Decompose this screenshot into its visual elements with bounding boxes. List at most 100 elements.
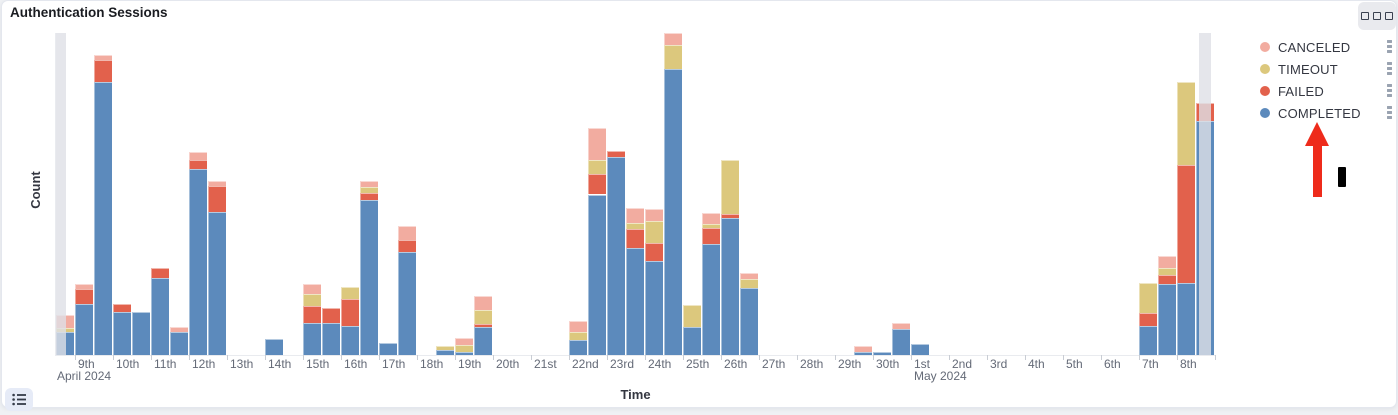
bar-segment-timeout[interactable]	[702, 223, 720, 228]
bar-segment-canceled[interactable]	[75, 283, 93, 289]
bar-segment-timeout[interactable]	[664, 45, 682, 70]
bar-segment-completed[interactable]	[75, 303, 93, 355]
bar-segment-timeout[interactable]	[740, 278, 758, 288]
bar-segment-failed[interactable]	[702, 227, 720, 244]
bar-segment-canceled[interactable]	[645, 208, 663, 221]
bar-segment-timeout[interactable]	[436, 345, 454, 350]
bar-segment-timeout[interactable]	[588, 160, 606, 175]
bar-segment-completed[interactable]	[151, 277, 169, 355]
bar-segment-canceled[interactable]	[208, 181, 226, 187]
bar-segment-failed[interactable]	[1158, 274, 1176, 284]
bar-segment-timeout[interactable]	[626, 222, 644, 229]
legend-toggle-button[interactable]	[5, 388, 33, 411]
bar-segment-timeout[interactable]	[683, 304, 701, 327]
bar-segment-completed[interactable]	[474, 326, 492, 355]
bar-segment-completed[interactable]	[208, 211, 226, 355]
bar-segment-completed[interactable]	[303, 322, 321, 355]
bar-segment-completed[interactable]	[911, 343, 929, 355]
bar-segment-canceled[interactable]	[664, 33, 682, 46]
bar-segment-completed[interactable]	[398, 251, 416, 355]
bar-segment-completed[interactable]	[664, 69, 682, 355]
bar-segment-completed[interactable]	[873, 351, 891, 355]
bar-segment-completed[interactable]	[322, 322, 340, 355]
bar-segment-canceled[interactable]	[740, 272, 758, 279]
bar-segment-completed[interactable]	[683, 326, 701, 355]
bar-segment-completed[interactable]	[189, 169, 207, 355]
bar-segment-completed[interactable]	[265, 338, 283, 355]
bar-segment-canceled[interactable]	[854, 345, 872, 352]
bar-segment-canceled[interactable]	[892, 322, 910, 329]
bar-segment-failed[interactable]	[341, 298, 359, 326]
bar-segment-canceled[interactable]	[170, 326, 188, 332]
bar-segment-failed[interactable]	[75, 288, 93, 304]
bar-segment-failed[interactable]	[474, 323, 492, 327]
bar-segment-canceled[interactable]	[588, 128, 606, 161]
bar-segment-failed[interactable]	[322, 307, 340, 323]
bar-segment-canceled[interactable]	[569, 320, 587, 332]
legend-actions-icon[interactable]	[1387, 84, 1392, 97]
bar-segment-failed[interactable]	[721, 213, 739, 218]
bar-segment-failed[interactable]	[607, 151, 625, 158]
bar-segment-failed[interactable]	[303, 305, 321, 323]
bar-segment-canceled[interactable]	[626, 207, 644, 223]
bar-segment-completed[interactable]	[132, 311, 150, 355]
bar-segment-completed[interactable]	[1158, 283, 1176, 355]
bar-segment-completed[interactable]	[455, 351, 473, 355]
bar-segment-timeout[interactable]	[645, 220, 663, 243]
legend-item-timeout[interactable]: TIMEOUT	[1252, 58, 1396, 80]
bar-segment-canceled[interactable]	[455, 337, 473, 345]
panel-options-button[interactable]	[1358, 2, 1396, 30]
bar-segment-timeout[interactable]	[721, 160, 739, 214]
bar-segment-canceled[interactable]	[474, 295, 492, 310]
bar-segment-failed[interactable]	[588, 174, 606, 195]
bar-segment-timeout[interactable]	[1158, 267, 1176, 275]
bar-segment-completed[interactable]	[360, 199, 378, 355]
bar-segment-failed[interactable]	[151, 267, 169, 278]
bar-segment-completed[interactable]	[607, 157, 625, 355]
bar-segment-completed[interactable]	[170, 331, 188, 355]
bar-segment-canceled[interactable]	[94, 55, 112, 61]
bar-segment-completed[interactable]	[702, 243, 720, 355]
bar-segment-completed[interactable]	[341, 325, 359, 355]
bar-segment-completed[interactable]	[379, 342, 397, 355]
bar-segment-completed[interactable]	[854, 351, 872, 355]
bar-segment-timeout[interactable]	[1177, 82, 1195, 166]
bar-segment-timeout[interactable]	[474, 309, 492, 324]
bar-segment-failed[interactable]	[1177, 165, 1195, 283]
legend-actions-icon[interactable]	[1387, 40, 1392, 53]
legend-actions-icon[interactable]	[1387, 106, 1392, 119]
bar-segment-timeout[interactable]	[569, 331, 587, 340]
legend-item-failed[interactable]: FAILED	[1252, 80, 1396, 102]
legend-item-canceled[interactable]: CANCELED	[1252, 36, 1396, 58]
bar-segment-timeout[interactable]	[455, 344, 473, 352]
bar-segment-failed[interactable]	[94, 60, 112, 83]
bar-segment-canceled[interactable]	[702, 212, 720, 224]
bar-segment-completed[interactable]	[436, 349, 454, 355]
bar-segment-canceled[interactable]	[1158, 255, 1176, 268]
legend-item-completed[interactable]: COMPLETED	[1252, 102, 1396, 124]
bar-segment-completed[interactable]	[721, 217, 739, 355]
bar-segment-failed[interactable]	[208, 186, 226, 212]
bar-segment-timeout[interactable]	[360, 187, 378, 194]
bar-segment-completed[interactable]	[740, 287, 758, 355]
bar-segment-failed[interactable]	[360, 193, 378, 200]
bar-segment-canceled[interactable]	[360, 181, 378, 188]
bar-segment-canceled[interactable]	[189, 152, 207, 161]
bar-segment-completed[interactable]	[626, 247, 644, 355]
bar-segment-timeout[interactable]	[1139, 282, 1157, 313]
bar-segment-failed[interactable]	[189, 160, 207, 170]
bar-segment-completed[interactable]	[94, 82, 112, 355]
bar-segment-completed[interactable]	[1177, 282, 1195, 355]
bar-segment-completed[interactable]	[1139, 325, 1157, 355]
bar-segment-failed[interactable]	[626, 228, 644, 248]
legend-actions-icon[interactable]	[1387, 62, 1392, 75]
bar-segment-completed[interactable]	[645, 260, 663, 355]
bar-segment-completed[interactable]	[588, 194, 606, 355]
bar-segment-failed[interactable]	[398, 239, 416, 252]
bar-segment-canceled[interactable]	[398, 225, 416, 240]
bar-segment-failed[interactable]	[645, 242, 663, 261]
bar-segment-failed[interactable]	[113, 303, 131, 312]
bar-segment-timeout[interactable]	[341, 286, 359, 299]
bar-segment-completed[interactable]	[892, 328, 910, 355]
bar-segment-failed[interactable]	[1139, 312, 1157, 326]
